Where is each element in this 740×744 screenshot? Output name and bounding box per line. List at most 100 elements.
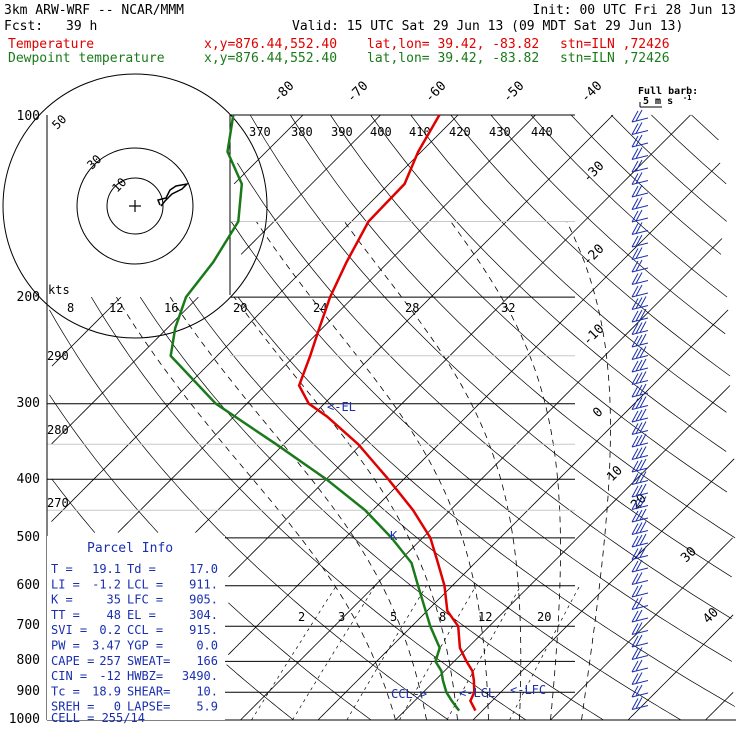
isotherm-line: [51, 114, 304, 367]
parcel-field-value: 166: [196, 654, 218, 668]
mixing-ratio-label: 2: [298, 610, 305, 624]
mixing-ratio-label: 12: [478, 610, 492, 624]
parcel-field-value: 48: [107, 608, 121, 622]
parcel-field-value: 304.: [189, 608, 218, 622]
wind-barb: [631, 134, 649, 148]
wind-barb: [631, 308, 649, 323]
dry-adiabat-line: [570, 114, 722, 255]
dry-adiabat-line: [330, 114, 728, 493]
wind-barb: [631, 697, 649, 710]
parcel-field-value: 0.0: [196, 639, 218, 653]
wind-barb: [631, 147, 649, 160]
theta-e-label: 280: [47, 423, 69, 437]
hodograph-ring-50: [2, 73, 268, 339]
kfc-marker: K: [390, 529, 398, 543]
wind-barb: [631, 296, 649, 310]
theta-label: 390: [331, 125, 353, 139]
parcel-field-label: HWBZ=: [127, 669, 163, 683]
wind-barb: [631, 572, 649, 585]
mixing-ratio-label: 3: [338, 610, 345, 624]
wind-barb: [631, 471, 649, 485]
theta-label: 440: [531, 125, 553, 139]
pressure-tick-label: 200: [17, 290, 40, 305]
pressure-tick-label: 500: [17, 530, 40, 545]
theta-label: 380: [291, 125, 313, 139]
legend-dewpoint-stn: stn=ILN ,72426: [560, 51, 670, 66]
wind-barb: [631, 259, 649, 273]
hodograph-ring-10: [106, 177, 164, 235]
theta-label: 420: [449, 125, 471, 139]
lfc-marker: <-LFC: [510, 683, 546, 697]
wind-barb: [631, 458, 649, 473]
isotherm-line: [550, 537, 733, 721]
parcel-title: Parcel Info: [87, 541, 173, 556]
parcel-field-label: SVI =: [51, 623, 87, 637]
parcel-field-label: EL =: [127, 608, 156, 622]
wind-barb: [631, 284, 649, 298]
lcl-marker: <-LCL: [459, 686, 495, 700]
wind-barb: [631, 546, 649, 560]
pressure-tick-label: 600: [17, 578, 40, 593]
wind-barb: [631, 446, 649, 460]
wind-barb: [631, 609, 649, 623]
wind-barb: [631, 209, 649, 223]
parcel-field-label: CAPE =: [51, 654, 94, 668]
moist-adiabat-line: [344, 221, 522, 720]
parcel-panel-bg: [47, 536, 225, 720]
isotherm-line: [395, 385, 731, 721]
hodograph-unit-label: kts: [48, 283, 70, 297]
dry-adiabat-line: [530, 114, 728, 298]
wind-barb: [631, 672, 649, 685]
parcel-field-value: -1.2: [92, 577, 121, 591]
wind-barb: [631, 184, 649, 198]
parcel-field-value: 3.47: [92, 639, 121, 653]
parcel-cell: CELL = 255/14: [51, 711, 145, 725]
dry-adiabat-line: [691, 114, 719, 141]
parcel-field-label: Td =: [127, 562, 156, 576]
pressure-tick-label: 800: [17, 653, 40, 668]
parcel-field-value: 915.: [189, 623, 218, 637]
pressure-tick-label: 900: [17, 684, 40, 699]
barb-key-line1: Full barb:: [638, 86, 698, 97]
parcel-field-label: YGP =: [127, 639, 163, 653]
parcel-field-label: CCL =: [127, 623, 163, 637]
parcel-field-label: SWEAT=: [127, 654, 170, 668]
wind-barb: [631, 234, 649, 248]
parcel-field-label: T =: [51, 562, 73, 576]
wind-speed-label: 16: [164, 301, 178, 315]
isotherm-line: [51, 114, 381, 445]
parcel-field-label: SREH =: [51, 700, 94, 714]
wind-barb: [631, 521, 649, 535]
theta-labels: 370 380 390 400 410 420 430 440: [249, 125, 553, 139]
temperature-series-line: [297, 114, 477, 712]
dry-adiabat-line: [651, 114, 727, 185]
wind-barb: [631, 247, 649, 260]
wind-barb: [631, 559, 649, 573]
parcel-field-label: K =: [51, 593, 73, 607]
pressure-tick-labels: 100 200 300 400 500 600 700 800 900 1000: [9, 109, 40, 727]
wind-barb: [631, 421, 649, 435]
theta-e-label: 270: [47, 496, 69, 510]
pressure-tick-label: 100: [17, 109, 40, 124]
wind-barb: [631, 659, 649, 673]
barb-key-line2: 5 m s: [643, 96, 673, 107]
theta-label: 430: [489, 125, 511, 139]
wind-speed-label: 20: [233, 301, 247, 315]
parcel-field-value: 17.0: [189, 562, 218, 576]
wind-speed-label: 28: [405, 301, 419, 315]
wind-speed-label: 12: [109, 301, 123, 315]
legend-temperature-stn: stn=ILN ,72426: [560, 37, 670, 52]
theta-label: 370: [249, 125, 271, 139]
fcst-value: 39 h: [66, 19, 97, 34]
parcel-field-label: TT =: [51, 608, 80, 622]
ccl-marker: CCL->: [391, 687, 427, 701]
legend-dewpoint-name: Dewpoint temperature: [8, 51, 165, 66]
pressure-tick-label: 300: [17, 396, 40, 411]
parcel-field-value: 0.2: [99, 623, 121, 637]
dry-adiabat-line: [610, 114, 727, 222]
theta-label: 410: [409, 125, 431, 139]
parcel-field-label: LI =: [51, 577, 80, 591]
parcel-field-label: PW =: [51, 639, 80, 653]
parcel-field-value: 905.: [189, 593, 218, 607]
